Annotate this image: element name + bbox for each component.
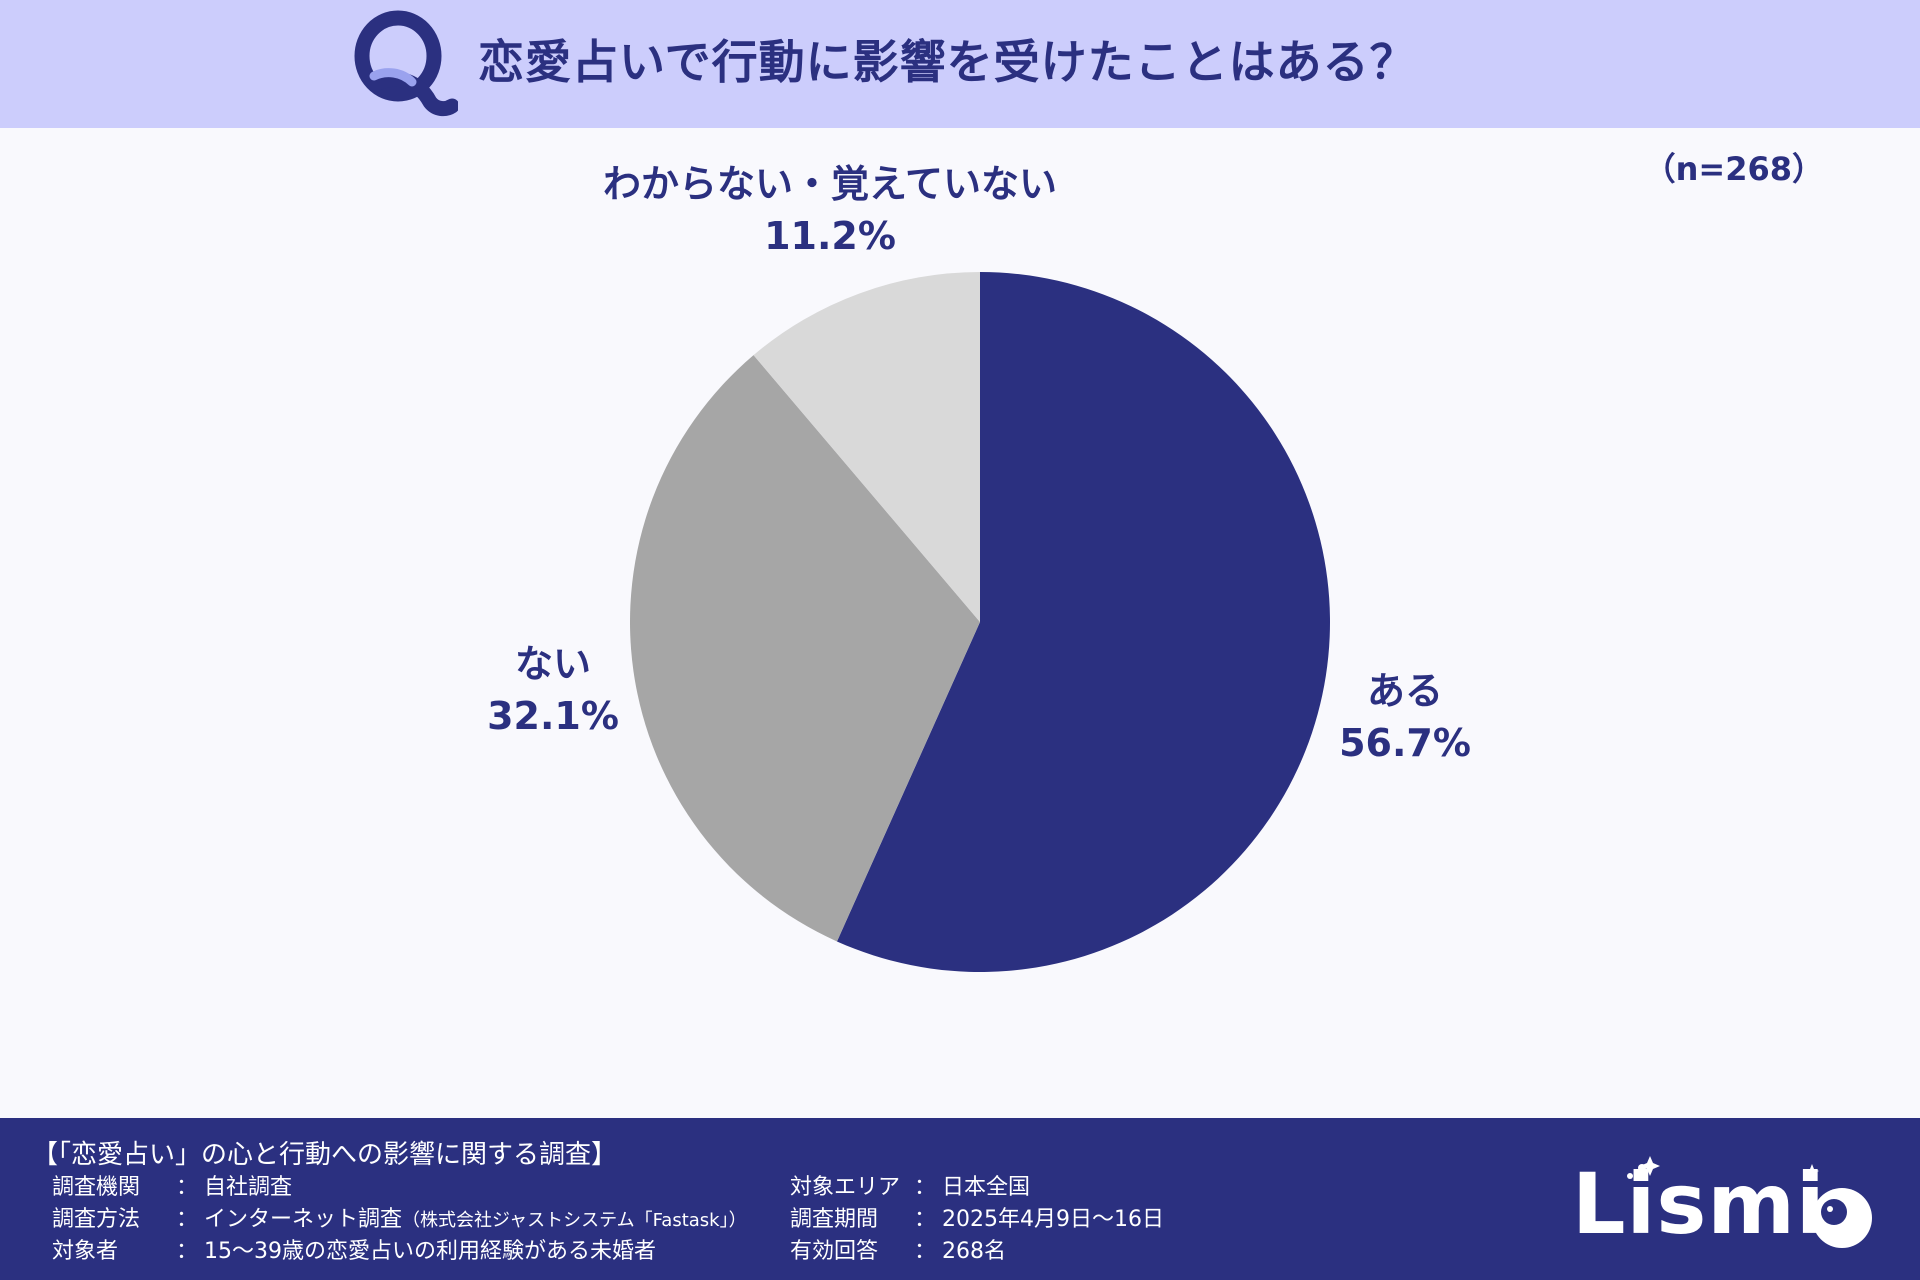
pie-slice-3: [753, 272, 980, 622]
slice-label-text: ある: [1366, 669, 1443, 713]
meta-value: 15〜39歳の恋愛占いの利用経験がある未婚者: [204, 1239, 657, 1264]
pie-svg: [629, 272, 1330, 972]
meta-period: 調査期間： 2025年4月9日〜16日: [790, 1204, 1164, 1236]
pie-slice-1: [836, 272, 1330, 972]
sample-size: （n=268）: [1643, 150, 1824, 188]
meta-key: 調査期間: [790, 1207, 879, 1232]
q-mark-icon: [354, 10, 458, 117]
meta-value: 自社調査: [204, 1175, 293, 1200]
meta-key: 対象エリア: [790, 1175, 901, 1200]
slice-value-text: 11.2%: [764, 214, 896, 258]
meta-key: 有効回答: [790, 1239, 879, 1264]
slice-value-text: 56.7%: [1339, 721, 1471, 765]
meta-org: 調査機関：自社調査: [52, 1172, 292, 1204]
pie-slice-2: [629, 355, 980, 942]
meta-key: 調査方法: [52, 1207, 141, 1232]
survey-footer: 【「恋愛占い」の心と行動への影響に関する調査】 調査機関：自社調査 調査方法：イ…: [0, 1118, 1920, 1280]
slice-label-2: ない 32.1%: [487, 638, 619, 742]
meta-value: インターネット調査（株式会社ジャストシステム「Fastask」）: [204, 1207, 747, 1232]
header-banner: 恋愛占いで行動に影響を受けたことはある？: [0, 0, 1920, 128]
meta-note: （株式会社ジャストシステム「Fastask」）: [402, 1210, 747, 1231]
meta-value: 日本全国: [942, 1175, 1031, 1200]
meta-responses: 有効回答： 268名: [790, 1236, 1006, 1268]
meta-value: 2025年4月9日〜16日: [942, 1207, 1164, 1232]
pie-chart: ある 56.7% ない 32.1% わからない・覚えていない 11.2%: [0, 128, 1920, 1118]
meta-target: 対象者： 15〜39歳の恋愛占いの利用経験がある未婚者: [52, 1236, 656, 1268]
survey-title: 【「恋愛占い」の心と行動への影響に関する調査】: [32, 1140, 618, 1170]
meta-area: 対象エリア：日本全国: [790, 1172, 1030, 1204]
slice-label-1: ある 56.7%: [1339, 665, 1471, 769]
brand-mascot-icon: [1627, 1156, 1872, 1248]
brand-text: Lismi: [1572, 1155, 1826, 1253]
meta-key: 対象者: [52, 1239, 119, 1264]
page-title: 恋愛占いで行動に影響を受けたことはある？: [478, 35, 1417, 89]
meta-value: 268名: [942, 1239, 1007, 1264]
slice-label-text: わからない・覚えていない: [602, 162, 1058, 206]
brand-logo: Lismi: [1572, 1146, 1892, 1266]
meta-method: 調査方法：インターネット調査（株式会社ジャストシステム「Fastask」）: [52, 1204, 747, 1236]
slice-label-text: ない: [514, 642, 591, 686]
slice-label-3: わからない・覚えていない 11.2%: [603, 158, 1057, 262]
meta-key: 調査機関: [52, 1175, 141, 1200]
slice-value-text: 32.1%: [487, 694, 619, 738]
